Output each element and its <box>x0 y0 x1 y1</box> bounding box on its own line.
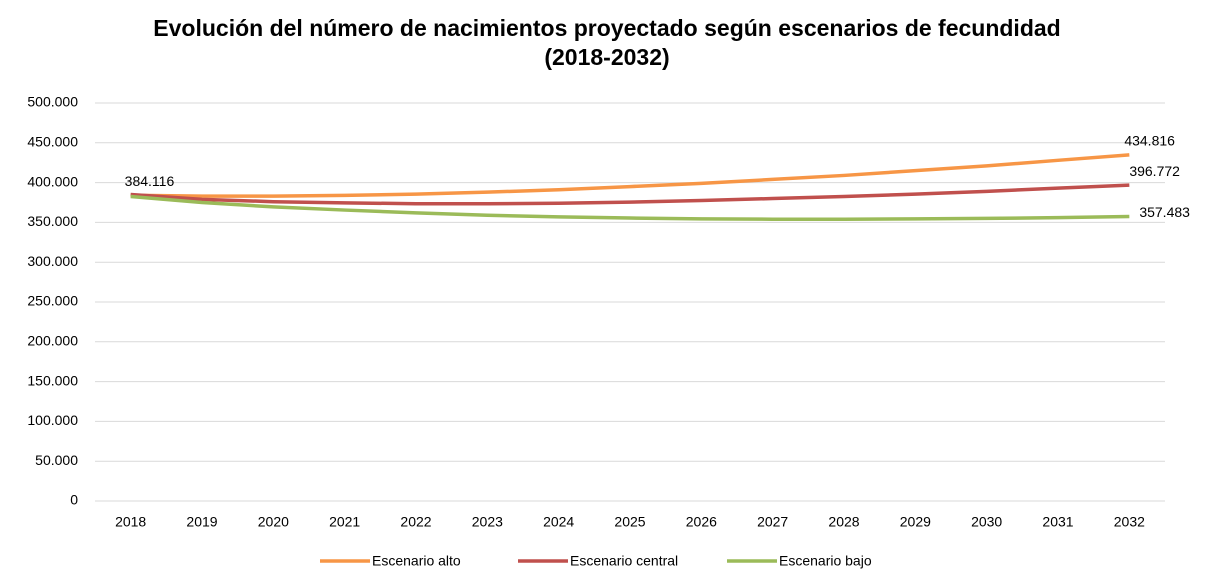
y-tick-label: 100.000 <box>27 412 78 428</box>
legend-label: Escenario alto <box>372 553 461 569</box>
series-line <box>130 183 1130 206</box>
legend-label: Escenario central <box>570 553 678 569</box>
data-label: 357.483 <box>1139 204 1190 220</box>
series-line <box>130 194 1130 221</box>
chart-title: Evolución del número de nacimientos proy… <box>153 15 1061 70</box>
y-tick-label: 450.000 <box>27 134 78 150</box>
y-tick-label: 400.000 <box>27 173 78 189</box>
x-tick-label: 2028 <box>828 514 859 530</box>
x-tick-label: 2019 <box>186 514 217 530</box>
x-tick-label: 2026 <box>686 514 717 530</box>
y-tick-label: 250.000 <box>27 293 78 309</box>
y-tick-label: 200.000 <box>27 333 78 349</box>
legend-label: Escenario bajo <box>779 553 872 569</box>
x-tick-label: 2024 <box>543 514 574 530</box>
x-tick-label: 2023 <box>472 514 503 530</box>
data-label: 434.816 <box>1124 133 1175 149</box>
x-tick-label: 2022 <box>400 514 431 530</box>
x-tick-label: 2032 <box>1114 514 1145 530</box>
x-tick-label: 2021 <box>329 514 360 530</box>
x-tick-label: 2027 <box>757 514 788 530</box>
x-tick-label: 2018 <box>115 514 146 530</box>
y-tick-label: 0 <box>70 492 78 508</box>
y-tick-label: 150.000 <box>27 372 78 388</box>
x-tick-label: 2025 <box>614 514 645 530</box>
data-label: 396.772 <box>1129 163 1180 179</box>
x-tick-label: 2029 <box>900 514 931 530</box>
y-tick-label: 50.000 <box>35 452 78 468</box>
x-tick-label: 2020 <box>258 514 289 530</box>
y-tick-label: 500.000 <box>27 94 78 110</box>
x-tick-label: 2031 <box>1042 514 1073 530</box>
data-label: 384.116 <box>125 173 175 189</box>
y-tick-label: 350.000 <box>27 213 78 229</box>
series-line <box>130 153 1130 198</box>
y-tick-label: 300.000 <box>27 253 78 269</box>
x-tick-label: 2030 <box>971 514 1002 530</box>
